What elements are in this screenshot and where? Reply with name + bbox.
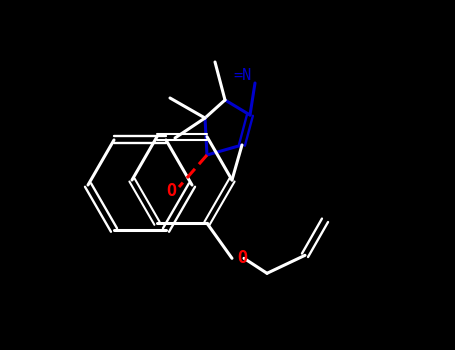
Text: O: O: [237, 249, 247, 267]
Text: O: O: [166, 182, 176, 200]
Text: =N: =N: [234, 68, 252, 83]
